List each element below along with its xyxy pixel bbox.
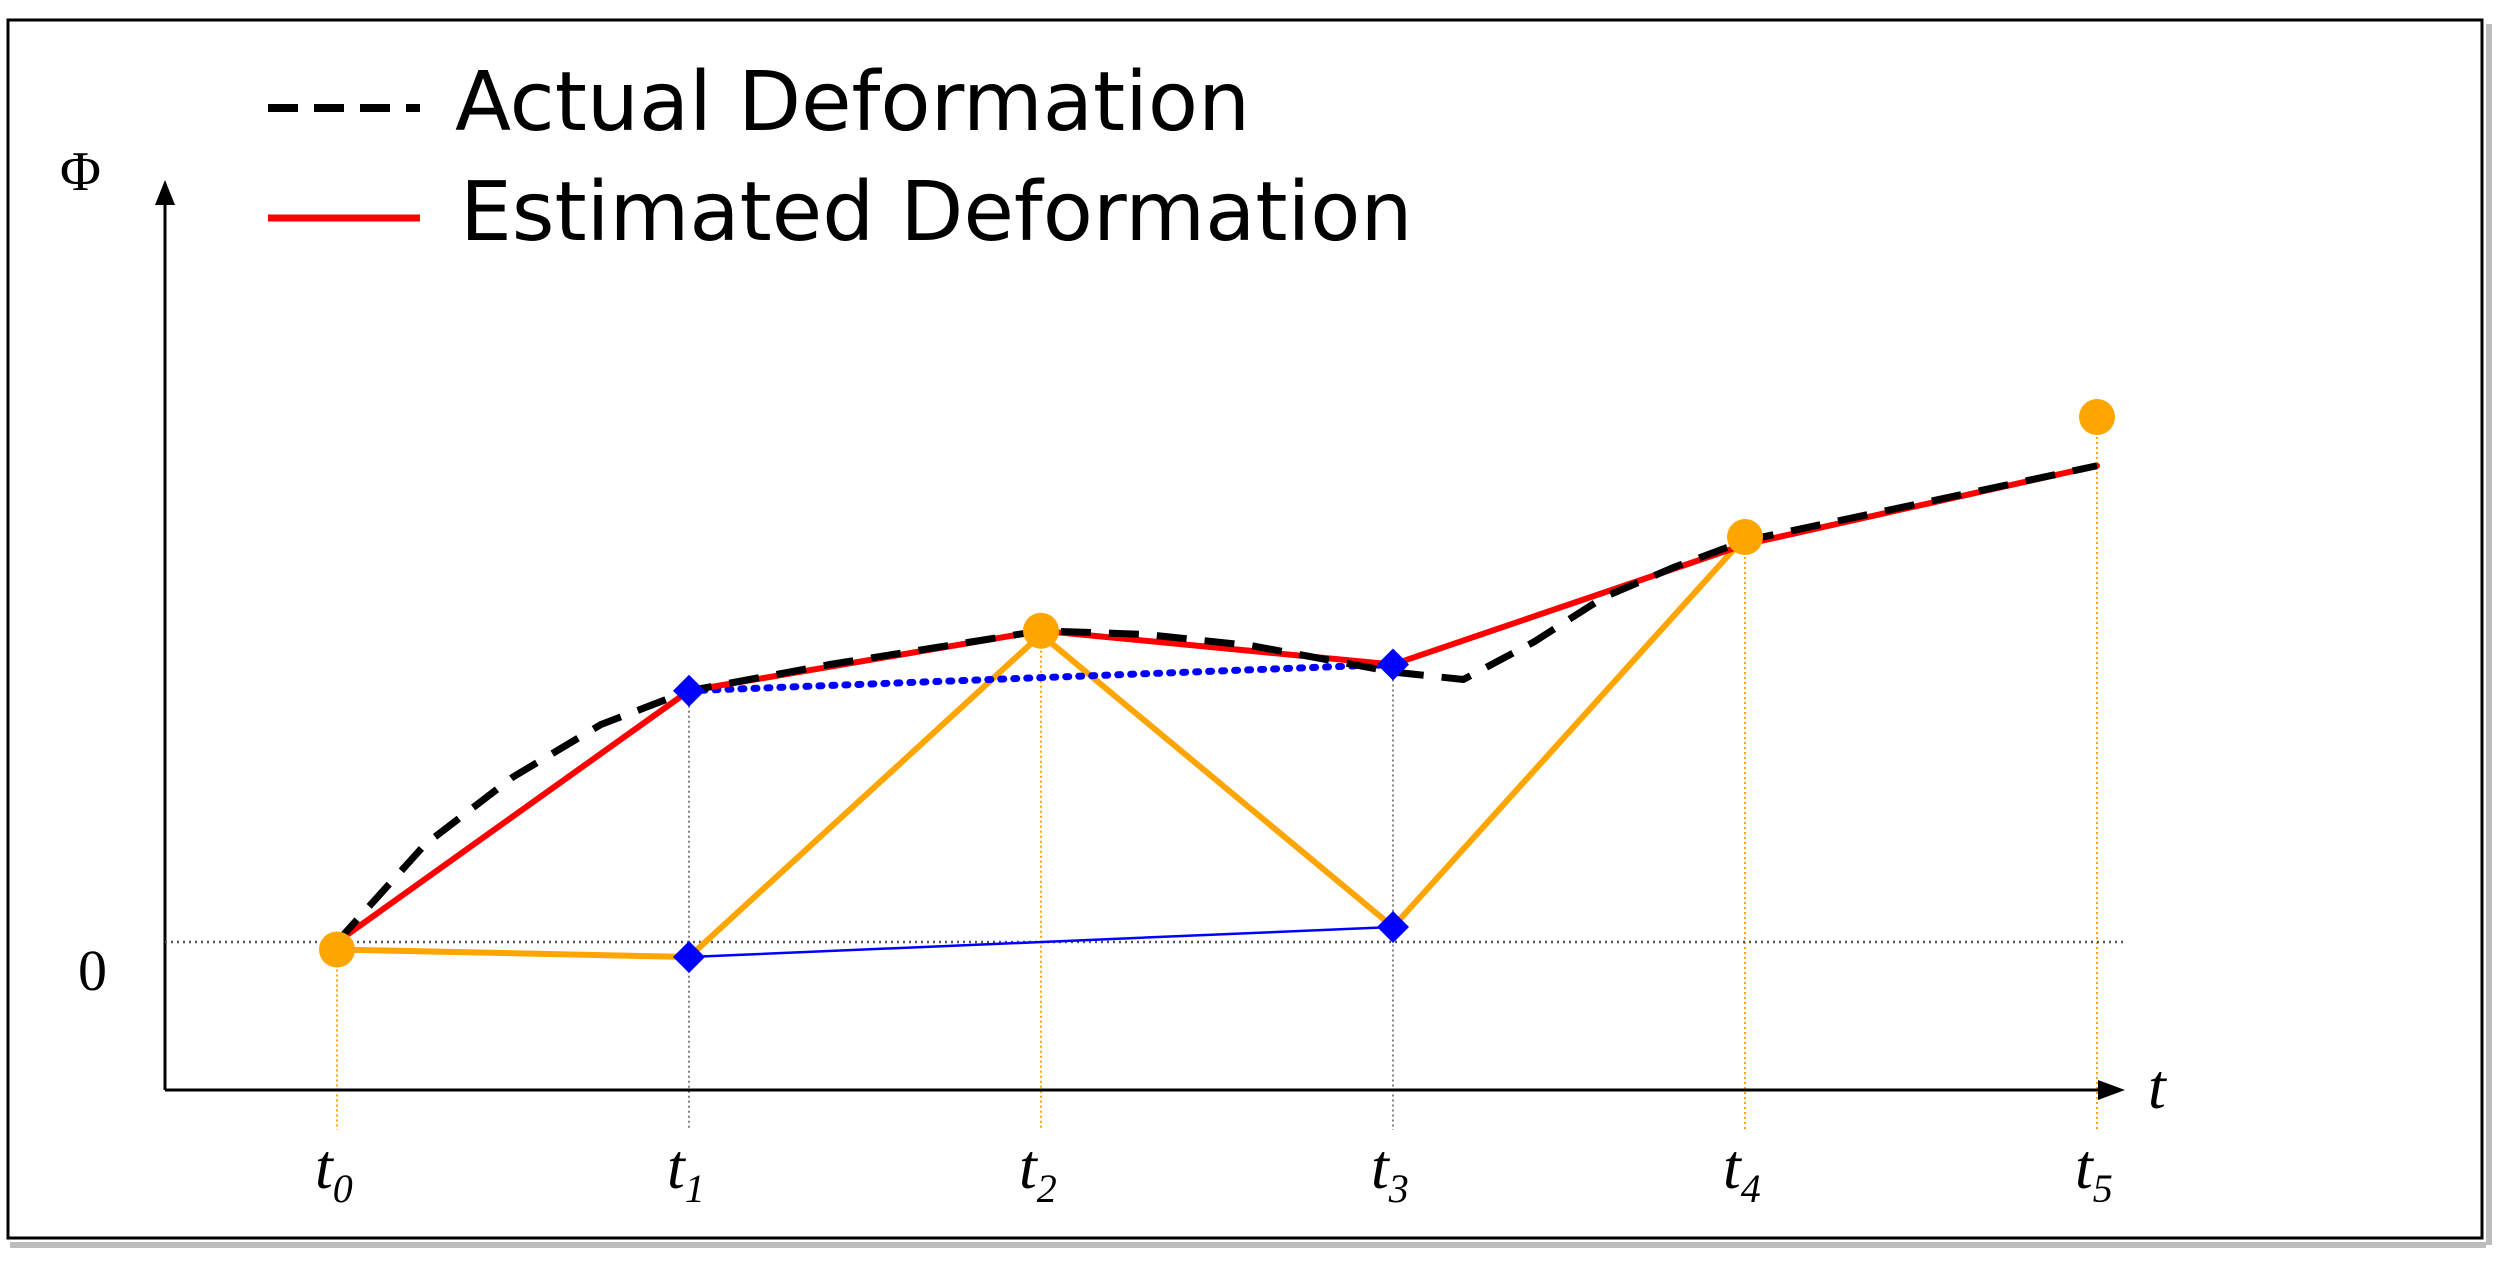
legend: Actual Deformation Estimated Deformation: [268, 55, 1412, 260]
x-tick-label-4: t4: [1723, 1131, 1761, 1211]
marker-diamond-2: [673, 941, 705, 973]
marker-circle-3: [1023, 612, 1059, 649]
x-tick-label-5: t5: [2075, 1131, 2113, 1211]
marker-diamond-5: [1377, 911, 1409, 943]
marker-diamond-1: [673, 674, 705, 707]
y-axis-label: Φ: [60, 141, 101, 203]
x-tick-main-5: t: [2075, 1131, 2095, 1202]
x-axis-label: t: [2148, 1051, 2168, 1122]
marker-circle-0: [319, 931, 355, 968]
chart-frame: [6, 18, 2484, 1240]
x-tick-label-2: t2: [1019, 1131, 1057, 1211]
y-axis-arrowhead: [155, 180, 175, 205]
x-tick-sub-1: 1: [685, 1166, 705, 1211]
x-axis-arrowhead: [2098, 1080, 2125, 1100]
series-line-lower-interp: [687, 925, 1395, 959]
tick-labels-layer: t0 t1 t2 t3 t4 t5: [315, 1131, 2113, 1211]
x-tick-sub-5: 5: [2093, 1166, 2113, 1211]
axes-layer: [155, 180, 2125, 1100]
x-tick-sub-4: 4: [1741, 1166, 1761, 1211]
legend-label-actual: Actual Deformation: [455, 55, 1250, 150]
x-tick-sub-0: 0: [333, 1166, 353, 1211]
series-line-upper-interp: [685, 661, 1397, 695]
legend-label-estimated: Estimated Deformation: [460, 165, 1412, 260]
x-tick-label-3: t3: [1371, 1131, 1409, 1211]
x-tick-main-1: t: [667, 1131, 687, 1202]
x-tick-main-3: t: [1371, 1131, 1391, 1202]
x-tick-main-2: t: [1019, 1131, 1039, 1202]
x-tick-label-1: t1: [667, 1131, 705, 1211]
markers-layer: [319, 399, 2115, 973]
marker-diamond-4: [1377, 648, 1409, 681]
marker-circle-7: [2079, 399, 2115, 435]
x-tick-sub-2: 2: [1037, 1166, 1057, 1211]
x-tick-main-4: t: [1723, 1131, 1743, 1202]
x-tick-label-0: t0: [315, 1131, 353, 1211]
guides-layer: [336, 417, 2098, 1130]
zero-tick-label: 0: [78, 938, 107, 1003]
marker-circle-6: [1727, 519, 1763, 555]
x-tick-main-0: t: [315, 1131, 335, 1202]
x-tick-sub-3: 3: [1388, 1166, 1409, 1211]
